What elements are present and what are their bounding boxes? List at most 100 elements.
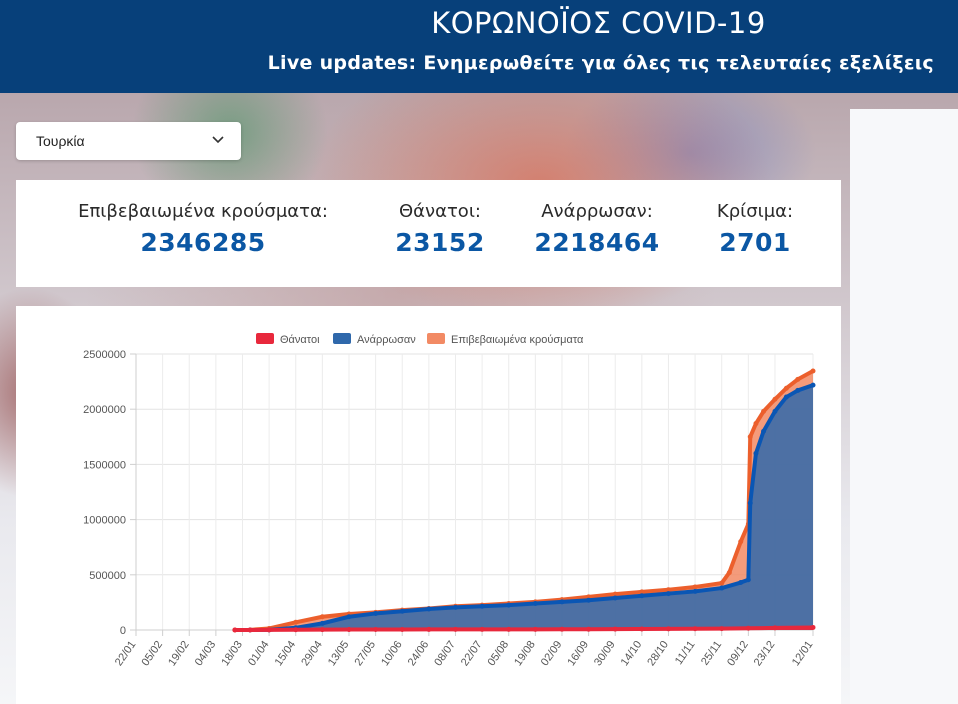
data-point-recovered — [426, 606, 432, 612]
x-tick-label: 24/06 — [406, 639, 432, 668]
stat-deaths-value: 23152 — [395, 228, 485, 257]
data-point-deaths — [532, 626, 538, 632]
chart-card: 0 500000 1000000 1500000 2000000 2500000 22/01… — [16, 306, 841, 704]
x-tick-label: 29/04 — [299, 639, 325, 668]
data-point-recovered — [506, 602, 512, 608]
x-tick-label: 27/05 — [352, 639, 378, 668]
data-point-confirmed — [795, 376, 801, 382]
data-point-confirmed — [810, 368, 816, 374]
x-tick-label: 08/07 — [432, 639, 458, 668]
series-line-recovered — [248, 383, 815, 632]
x-tick-label: 09/12 — [725, 639, 751, 668]
data-point-confirmed — [753, 421, 759, 427]
data-point-confirmed — [761, 408, 767, 414]
x-tick-label: 14/10 — [619, 639, 645, 668]
data-point-recovered — [795, 387, 801, 393]
y-tick-label: 2000000 — [83, 404, 126, 416]
x-tick-label: 25/11 — [699, 639, 724, 668]
data-point-confirmed — [639, 589, 645, 595]
stat-confirmed-label: Επιβεβαιωμένα κρούσματα: — [78, 201, 328, 222]
stat-recovered-value: 2218464 — [534, 228, 660, 257]
data-point-recovered — [452, 604, 458, 610]
legend-label: Θάνατοι — [280, 334, 320, 346]
data-point-deaths — [426, 626, 432, 632]
legend-swatch — [256, 333, 274, 344]
data-point-deaths — [692, 626, 698, 632]
data-point-confirmed — [293, 619, 299, 625]
data-point-confirmed — [747, 434, 753, 440]
data-point-confirmed — [719, 580, 725, 586]
x-tick-label: 19/02 — [166, 639, 192, 668]
series-area-recovered — [250, 385, 813, 630]
y-tick-label: 2500000 — [83, 349, 126, 361]
data-point-recovered — [586, 597, 592, 603]
side-panel — [850, 109, 958, 704]
x-tick-label: 12/01 — [790, 639, 816, 668]
data-point-deaths — [479, 626, 485, 632]
country-select-value: Τουρκία — [36, 133, 85, 149]
data-point-confirmed — [726, 570, 732, 576]
x-tick-label: 30/09 — [592, 639, 618, 668]
stat-deaths: Θάνατοι: 23152 — [388, 201, 492, 257]
legend-label: Επιβεβαιωμένα κρούσματα — [451, 334, 584, 346]
y-tick-label: 1500000 — [83, 459, 126, 471]
stat-recovered: Ανάρρωσαν: 2218464 — [524, 201, 670, 257]
data-point-recovered — [639, 593, 645, 599]
data-point-deaths — [506, 626, 512, 632]
data-point-recovered — [399, 608, 405, 614]
data-point-deaths — [247, 627, 253, 633]
data-point-recovered — [745, 577, 751, 583]
x-tick-label: 02/09 — [539, 639, 565, 668]
x-tick-label: 13/05 — [326, 639, 352, 668]
data-point-recovered — [479, 603, 485, 609]
legend-label: Ανάρρωσαν — [357, 334, 416, 346]
y-tick-label: 0 — [120, 625, 126, 637]
site-header: ΚΟΡΩΝΟΪΟΣ COVID-19 Live updates: Ενημερω… — [0, 0, 958, 93]
legend-swatch — [333, 333, 351, 344]
data-point-confirmed — [319, 614, 325, 620]
x-tick-label: 01/04 — [246, 639, 272, 668]
data-point-confirmed — [665, 587, 671, 593]
data-point-recovered — [532, 601, 538, 607]
data-point-deaths — [665, 626, 671, 632]
site-subtitle[interactable]: Live updates: Ενημερωθείτε για όλες τις … — [267, 52, 934, 74]
data-point-deaths — [745, 625, 751, 631]
country-select[interactable]: Τουρκία — [16, 122, 241, 160]
data-point-confirmed — [692, 584, 698, 590]
data-point-deaths — [772, 625, 778, 631]
x-tick-label: 22/01 — [113, 639, 139, 668]
data-point-deaths — [452, 626, 458, 632]
x-tick-label: 05/02 — [139, 639, 165, 668]
stat-critical-value: 2701 — [719, 228, 791, 257]
data-point-recovered — [719, 585, 725, 591]
chevron-down-icon — [212, 136, 224, 144]
x-tick-label: 16/09 — [565, 639, 591, 668]
stat-critical-label: Κρίσιμα: — [716, 201, 794, 222]
data-point-recovered — [346, 614, 352, 620]
data-point-recovered — [319, 620, 325, 626]
data-point-confirmed — [783, 385, 789, 391]
stat-deaths-label: Θάνατοι: — [399, 201, 481, 222]
data-point-recovered — [772, 408, 778, 414]
data-point-recovered — [738, 580, 744, 586]
data-point-recovered — [783, 394, 789, 400]
data-point-recovered — [665, 591, 671, 597]
data-point-deaths — [346, 627, 352, 633]
data-point-recovered — [747, 500, 753, 506]
x-tick-label: 28/10 — [645, 639, 671, 668]
x-tick-label: 15/04 — [273, 639, 299, 668]
data-point-deaths — [319, 627, 325, 633]
stats-panel: Επιβεβαιωμένα κρούσματα: 2346285 Θάνατοι… — [16, 180, 841, 287]
x-tick-label: 04/03 — [193, 639, 219, 668]
x-tick-label: 18/03 — [219, 639, 245, 668]
data-point-deaths — [639, 626, 645, 632]
x-tick-label: 23/12 — [752, 639, 778, 668]
data-point-confirmed — [738, 539, 744, 545]
cases-chart: 0 500000 1000000 1500000 2000000 2500000 22/01… — [83, 333, 816, 668]
data-point-deaths — [373, 627, 379, 633]
stat-confirmed: Επιβεβαιωμένα κρούσματα: 2346285 — [60, 201, 346, 257]
data-point-confirmed — [612, 591, 618, 597]
data-point-recovered — [612, 595, 618, 601]
x-tick-label: 11/11 — [673, 639, 698, 667]
data-point-deaths — [232, 627, 238, 633]
